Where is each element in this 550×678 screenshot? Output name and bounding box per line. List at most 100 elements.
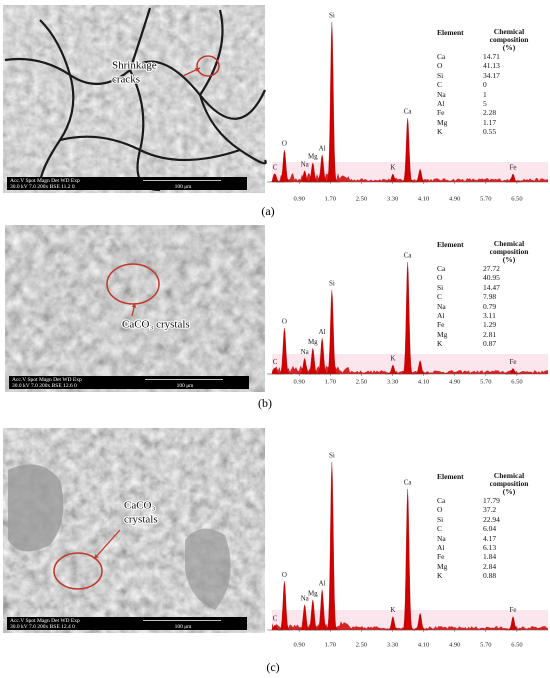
element-cell: Al [437,311,445,321]
panel-label: (a) [261,204,274,218]
table-row: Fe 1.29 [437,320,535,329]
table-row: Al 3.11 [437,311,535,320]
x-tick-label: 4.90 [449,195,460,202]
peak-label: Na [301,160,310,168]
table-row: Na 4.17 [437,534,535,543]
table-row: Al 6.13 [437,543,535,552]
element-cell: Fe [437,552,445,562]
info-header: Acc.V Spot Magn Det WD Exp [10,178,80,184]
table-row: K 0.87 [437,339,535,348]
spectrum-noise [272,173,548,182]
peak-label: Al [319,579,326,587]
table-row: Fe 2.28 [437,108,535,117]
value-cell: 22.94 [483,514,500,524]
table-row: K 0.55 [437,127,535,136]
sem-image [5,225,265,392]
arrow-head [195,67,200,72]
x-tick-label: 6.50 [511,195,522,202]
sem-image [3,5,265,193]
value-cell: 7.98 [483,292,497,302]
header-cell: Chemical composition (%) [489,27,529,52]
peak-label: Ca [404,108,413,116]
element-cell: Al [437,99,445,109]
value-cell: 2.84 [483,561,497,571]
value-cell: 2.28 [483,108,497,118]
table-row: Mg 1.17 [437,118,535,127]
value-cell: 34.17 [483,70,500,80]
arrow-head [131,303,137,308]
scale-bar-label: 100 μm [177,383,195,389]
value-cell: 6.13 [483,543,497,553]
element-cell: Si [437,514,444,524]
annotation-text: Shrinkage [112,60,157,72]
peak-label: O [282,571,287,579]
composition-table: Element Chemical composition (%) Ca 17.79 O 3… [437,472,535,581]
x-tick-label: 0.90 [294,195,305,202]
x-tick-label: 0.90 [294,378,305,385]
table-row: Ca 17.79 [437,496,535,505]
spectrum-noise [272,621,548,630]
element-cell: C [437,292,443,302]
table-row: Ca 27.72 [437,264,535,273]
crack [128,7,152,71]
table-row: Si 34.17 [437,71,535,80]
peak-label: Mg [308,338,318,346]
element-cell: Fe [437,320,445,330]
value-cell: 0.88 [483,571,497,581]
value-cell: 40.95 [483,273,500,283]
table-row: C 6.04 [437,524,535,533]
x-tick-label: 3.30 [387,195,398,202]
x-tick-label: 5.70 [480,195,491,202]
peak-label: Fe [510,164,517,172]
value-cell: 0 [483,80,487,90]
scale-bar-label: 100 μm [175,184,193,190]
peak [324,21,340,183]
value-cell: 17.79 [483,496,500,505]
element-cell: Na [437,89,446,99]
info-values: 30.0 kV 7.0 200x BSE 12.4 0 [10,624,75,630]
peak-label: Ca [404,252,413,260]
peak-label: Ca [404,478,413,486]
peak-label: C [273,164,278,172]
peak-label: Mg [308,589,318,597]
peak-label: O [282,318,287,326]
crack [59,135,241,162]
peak-label: Al [319,328,326,336]
element-cell: O [437,505,443,515]
element-cell: Ca [437,52,446,61]
element-cell: O [437,273,443,283]
annotation-text: CaCO₃ [124,500,156,512]
arrow-head [94,554,99,559]
element-cell: K [437,339,443,349]
peak-label: C [273,358,278,366]
table-row: Na 1 [437,90,535,99]
panel-label: (c) [266,660,279,674]
x-tick-label: 2.50 [356,378,367,385]
value-cell: 27.72 [483,264,500,273]
element-cell: Na [437,533,446,543]
crack [39,19,72,76]
x-tick-label: 3.30 [387,378,398,385]
x-tick-label: 2.50 [356,641,367,648]
scale-bar-label: 100 μm [175,624,193,630]
table-row: Mg 2.81 [437,330,535,339]
table-row: Si 22.94 [437,515,535,524]
element-cell: K [437,571,443,581]
value-cell: 1.29 [483,320,497,330]
x-tick-label: 4.10 [418,195,429,202]
x-tick-label: 6.50 [511,641,522,648]
smooth-region [185,528,231,610]
table-header: Element Chemical composition (%) [437,240,535,264]
value-cell: 1.84 [483,552,497,562]
element-cell: Na [437,301,446,311]
peak-label: Al [319,144,326,152]
peak-label: Fe [510,606,517,614]
table-row: Al 5 [437,99,535,108]
table-header: Element Chemical composition (%) [437,472,535,496]
element-cell: Si [437,70,444,80]
annotation-text: cracks [112,74,140,86]
info-header: Acc.V Spot Magn Det WD Exp [12,377,82,383]
x-tick-label: 4.90 [449,641,460,648]
